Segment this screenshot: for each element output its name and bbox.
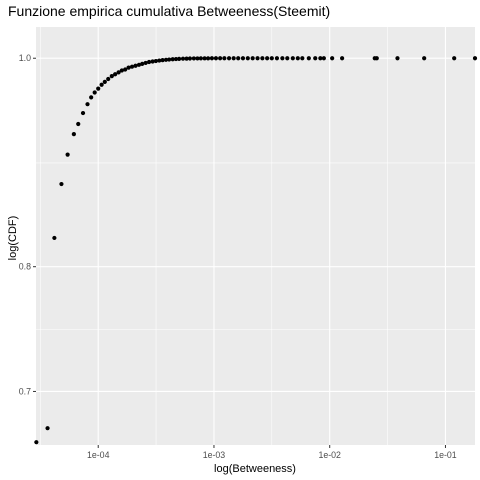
data-point [250,56,255,61]
data-point [269,56,274,61]
data-point [295,56,300,61]
data-point [126,65,131,70]
y-tick-label: 1.0 [19,53,31,63]
data-point [136,62,142,67]
data-point [140,61,145,66]
data-point [340,56,345,61]
data-point [150,59,155,64]
data-point [222,56,227,61]
y-axis: 0.7 0.8 1.0 [19,53,36,396]
data-point [96,86,101,91]
data-point [180,56,186,61]
data-point [99,82,104,87]
data-point [274,56,280,61]
data-point [119,68,124,73]
data-point [59,181,64,187]
data-point [202,56,207,61]
data-point [318,56,323,61]
data-point [177,56,182,61]
data-point [452,56,457,61]
data-point [313,56,318,61]
y-tick-label: 0.8 [19,262,31,272]
data-point [102,79,107,84]
data-point [184,56,189,61]
data-point [472,56,478,61]
data-point [265,56,270,61]
data-point [167,57,172,62]
data-point [45,426,50,431]
data-point [330,56,335,61]
data-point [89,95,94,100]
chart-title: Funzione empirica cumulativa Betweeness(… [8,3,330,19]
data-point [123,67,128,72]
minor-grid [36,27,475,445]
major-grid [36,27,475,445]
data-point [187,56,193,61]
data-point [146,59,152,65]
plot-panel [36,27,475,445]
data-point [160,58,165,63]
data-point [76,121,81,127]
x-axis: 1e-04 1e-03 1e-02 1e-01 [87,445,457,460]
data-point [240,56,246,61]
data-point [236,56,241,61]
data-point [133,63,138,68]
data-point [34,440,39,445]
data-point [285,56,290,61]
data-point [226,56,232,61]
data-point [153,58,158,64]
data-point [52,235,57,241]
data-point [213,56,219,61]
data-point [290,56,295,61]
data-point [80,110,86,116]
data-point [173,56,179,62]
data-point [231,56,236,61]
data-point [129,64,135,69]
data-point [157,58,162,63]
data-point [109,74,114,79]
data-point [245,56,250,61]
data-point [255,56,260,61]
x-tick-label: 1e-04 [87,450,110,460]
data-point [306,56,311,61]
data-point [198,56,203,61]
data-point [106,76,111,82]
x-axis-title: log(Betweeness) [214,463,296,475]
data-point [218,56,223,61]
data-point [113,72,118,77]
data-point [422,56,427,61]
data-point [92,90,97,95]
data-point [300,56,305,61]
x-tick-label: 1e-01 [434,450,457,460]
data-point [321,56,326,61]
y-tick-label: 0.7 [19,386,31,396]
data-point [209,56,215,61]
data-point [260,56,265,61]
x-tick-label: 1e-03 [203,450,226,460]
data-point [195,56,200,61]
data-point [374,56,379,61]
data-point [65,152,70,157]
data-point [395,56,400,61]
data-points [34,56,478,445]
data-point [191,56,196,61]
data-point [280,56,285,61]
data-point [170,57,175,62]
y-axis-title: log(CDF) [7,216,19,261]
x-tick-label: 1e-02 [318,450,341,460]
data-point [206,56,211,61]
data-point [163,57,169,62]
data-point [71,132,76,137]
data-point [116,70,121,75]
data-point [143,60,148,66]
data-point [85,102,90,107]
